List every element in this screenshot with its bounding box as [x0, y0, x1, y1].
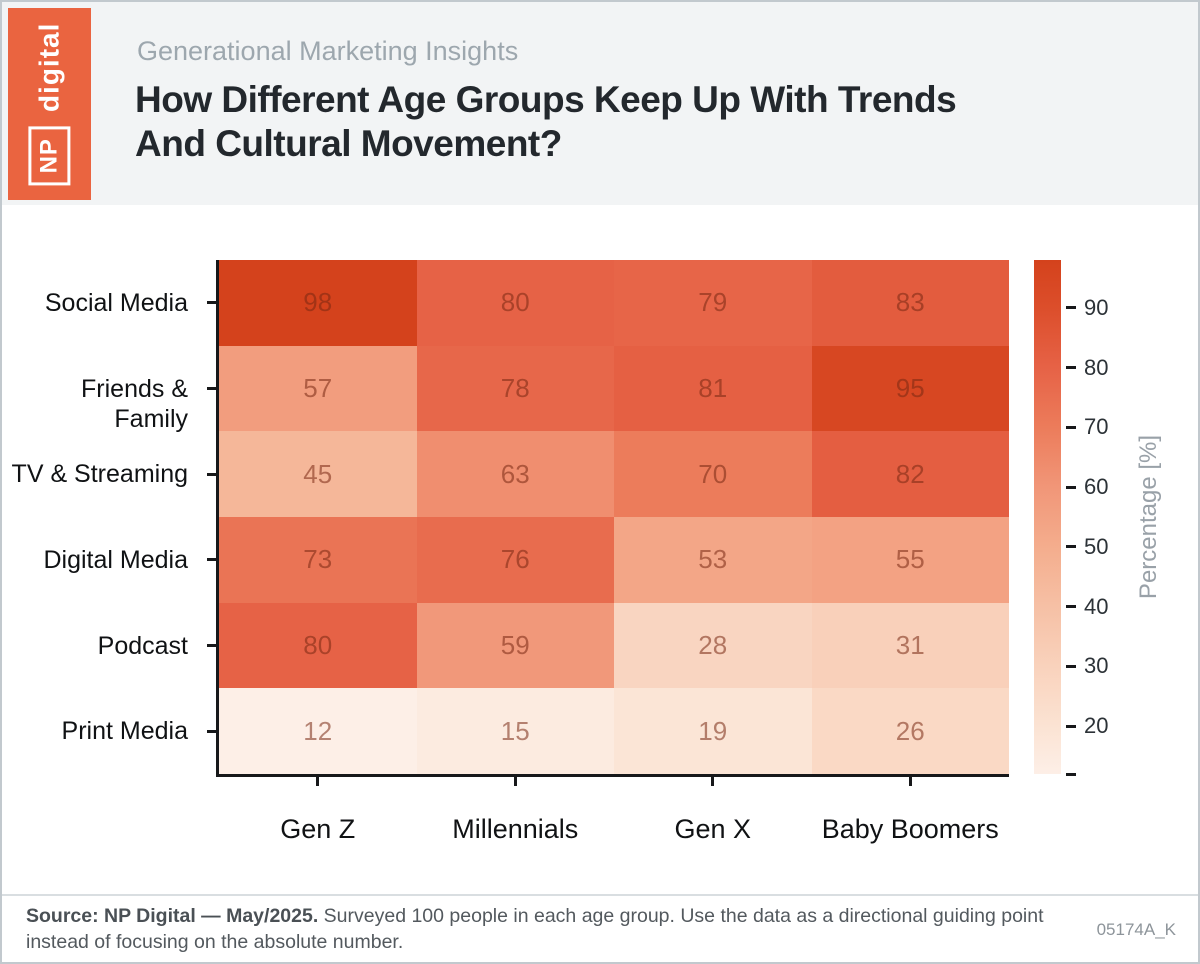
colorbar-tick-mark [1066, 664, 1076, 668]
colorbar-tick-mark [1066, 724, 1076, 728]
colorbar-tick-mark [1066, 485, 1076, 489]
y-axis-labels: Social Media Friends & Family TV & Streami… [2, 260, 202, 774]
x-axis-labels: Gen Z Millennials Gen X Baby Boomers [219, 814, 1009, 850]
row-label: Digital Media [43, 545, 188, 574]
heatmap-cell: 79 [614, 260, 812, 346]
heatmap-cell: 70 [614, 431, 812, 517]
page-title-line1: How Different Age Groups Keep Up With Tr… [135, 79, 957, 120]
heatmap-cell: 59 [416, 602, 614, 689]
colorbar-tick-label: 70 [1084, 414, 1109, 440]
row-label: Social Media [44, 288, 188, 317]
x-tick-mark [513, 777, 517, 786]
row-label: TV & Streaming [11, 460, 188, 489]
heatmap-cell: 53 [614, 516, 812, 603]
heatmap-cell: 80 [219, 602, 417, 689]
y-tick-mark [207, 387, 216, 390]
header-band: Generational Marketing Insights How Diff… [2, 2, 1198, 205]
x-tick-mark [711, 777, 715, 786]
source-text-rest: Surveyed 100 people in each age group. U… [26, 905, 1044, 954]
colorbar-tick-mark [1066, 545, 1076, 549]
heatmap-cell: 78 [416, 345, 614, 432]
heatmap-cell: 55 [811, 516, 1009, 603]
heatmap-cell: 19 [614, 688, 812, 774]
colorbar-tick-label: 50 [1084, 533, 1109, 559]
heatmap-cell: 63 [416, 431, 614, 517]
heatmap-cell: 82 [811, 431, 1009, 517]
colorbar-tick-label: 60 [1084, 474, 1109, 500]
heatmap-cell: 73 [219, 516, 417, 603]
colorbar-tick-mark [1066, 366, 1076, 370]
source-text-bold: Source: NP Digital — May/2025. [26, 905, 319, 927]
heatmap-cell: 95 [811, 345, 1009, 432]
heatmap-cell: 57 [219, 345, 417, 432]
colorbar-tick-mark [1066, 306, 1076, 310]
footer-divider [2, 894, 1198, 896]
y-tick-mark [207, 472, 216, 476]
page-title-line2: And Cultural Movement? [135, 123, 562, 165]
heatmap-cell: 80 [416, 260, 614, 346]
column-label: Millennials [452, 814, 579, 844]
heatmap-cell: 15 [416, 688, 614, 774]
x-tick-mark [316, 777, 320, 786]
column-label: Baby Boomers [821, 814, 999, 844]
heatmap-cell: 31 [811, 602, 1009, 689]
row-label: Podcast [97, 631, 188, 660]
colorbar-tick-mark [1066, 605, 1076, 609]
heatmap-cell: 12 [219, 688, 417, 774]
source-text: Source: NP Digital — May/2025. Surveyed … [26, 903, 1076, 956]
page-title: How Different Age Groups Keep Up With Tr… [135, 78, 957, 167]
row-label: Print Media [61, 717, 188, 746]
colorbar-gradient [1034, 260, 1061, 774]
colorbar-tick-mark [1066, 425, 1076, 429]
y-tick-mark [207, 644, 216, 647]
heatmap-cell: 98 [219, 260, 417, 346]
colorbar-tick-label: 80 [1084, 354, 1109, 380]
colorbar-end-tick-mark [1066, 772, 1076, 776]
chart-code: 05174A_K [1096, 920, 1176, 939]
y-tick-mark [207, 558, 216, 562]
y-tick-mark [207, 301, 216, 305]
heatmap-cell: 76 [416, 516, 614, 603]
heatmap-cell: 26 [811, 688, 1009, 774]
np-digital-logo-inner: NP digital [28, 22, 71, 186]
logo-np-box: NP [28, 126, 71, 186]
y-axis-line [216, 260, 219, 777]
colorbar-tick-label: 90 [1084, 294, 1109, 320]
heatmap-cell: 83 [811, 260, 1009, 346]
y-tick-mark [207, 729, 216, 733]
heatmap-cell: 28 [614, 602, 812, 689]
row-label: Friends & Family [81, 374, 188, 433]
x-axis-line [216, 774, 1009, 777]
eyebrow-text: Generational Marketing Insights [137, 36, 519, 66]
heatmap-cell: 81 [614, 345, 812, 432]
heatmap-grid: 98 80 79 83 57 78 81 95 45 63 70 82 73 76 53 55 80 59 28 31… [219, 260, 1009, 774]
x-tick-mark [908, 777, 912, 786]
colorbar-tick-label: 30 [1084, 653, 1109, 679]
colorbar-tick-label: 40 [1084, 593, 1109, 619]
column-label: Gen X [674, 814, 752, 844]
heatmap-cell: 45 [219, 431, 417, 517]
colorbar-tick-label: 20 [1084, 713, 1109, 739]
np-digital-logo: NP digital [8, 8, 91, 200]
logo-digital-text: digital [33, 22, 65, 113]
column-label: Gen Z [280, 814, 356, 844]
